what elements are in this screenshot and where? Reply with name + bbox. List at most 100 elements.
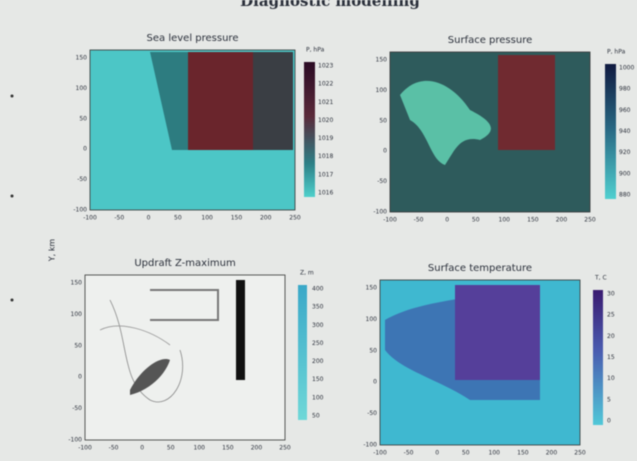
panel-title: Surface pressure: [448, 35, 532, 46]
colorbar-tick-label: 920: [619, 149, 631, 156]
bullet: [11, 95, 14, 98]
bullet: [11, 195, 14, 198]
y-tick-label: 0: [383, 148, 387, 155]
y-tick-label: 0: [83, 146, 87, 153]
x-tick-label: 50: [462, 450, 470, 457]
colorbar-tick-label: 880: [619, 192, 631, 199]
x-tick-label: -50: [114, 215, 124, 222]
colorbar-tick-label: 1019: [318, 135, 333, 142]
x-tick-label: 250: [584, 217, 596, 224]
x-tick-label: -50: [404, 450, 414, 457]
colorbar-tick-label: 1000: [619, 65, 634, 72]
y-tick-label: -100: [73, 207, 87, 214]
y-tick-label: 50: [74, 342, 82, 349]
x-tick-label: 200: [546, 450, 558, 457]
colorbar-tick-label: 350: [312, 304, 324, 311]
colorbar-tick-label: 960: [619, 107, 631, 114]
x-tick-label: 200: [251, 445, 263, 452]
colorbar-tick-label: 1022: [318, 81, 333, 88]
y-tick-label: 150: [376, 57, 388, 64]
x-tick-label: 150: [231, 215, 243, 222]
colorbar-tick-label: 1018: [318, 153, 333, 160]
y-tick-label: 100: [76, 85, 88, 92]
x-tick-label: 250: [574, 450, 586, 457]
colorbar-label: Z, m: [300, 270, 314, 277]
colorbar-tick-label: 1016: [318, 190, 333, 197]
x-tick-label: -100: [383, 217, 397, 224]
x-tick-label: 100: [194, 445, 206, 452]
x-tick-label: 200: [260, 215, 272, 222]
y-tick-label: 0: [78, 374, 82, 381]
colorbar-tick-label: 1017: [318, 171, 333, 178]
slide: Diagnostic modelling Y, km Sea l: [0, 0, 637, 461]
colorbar-tick-label: 300: [312, 322, 324, 329]
bullet: [11, 299, 14, 302]
y-tick-label: -50: [377, 178, 387, 185]
colorbar-tick-label: 0: [607, 418, 611, 425]
x-tick-label: 150: [517, 450, 529, 457]
panel-title: Sea level pressure: [147, 33, 239, 44]
panel-title: Updraft Z-maximum: [134, 258, 235, 269]
x-tick-label: -100: [83, 215, 97, 222]
y-tick-label: 100: [376, 87, 388, 94]
x-tick-label: 250: [279, 445, 291, 452]
heatmap: [380, 280, 603, 445]
colorbar-tick-label: 150: [312, 376, 324, 383]
x-tick-label: 150: [527, 217, 539, 224]
colorbar-tick-label: 1023: [318, 63, 333, 70]
colorbar-tick-label: 25: [607, 312, 615, 319]
y-tick-label: 150: [76, 55, 88, 62]
slide-title: Diagnostic modelling: [240, 0, 420, 10]
y-tick-label: 100: [366, 316, 378, 323]
y-tick-label: -100: [373, 209, 387, 216]
colorbar-tick-label: 20: [607, 333, 615, 340]
y-tick-label: 150: [71, 280, 83, 287]
x-tick-label: 0: [445, 217, 449, 224]
page: Diagnostic modelling Y, km Sea l: [0, 0, 637, 461]
y-tick-label: -100: [68, 437, 82, 444]
colorbar-label: T, C: [594, 275, 607, 282]
colorbar-tick-label: 400: [312, 286, 324, 293]
colorbar-label: P, hPa: [306, 47, 325, 54]
y-tick-label: -50: [77, 176, 87, 183]
colorbar-tick-label: 250: [312, 340, 324, 347]
colorbar-tick-label: 900: [619, 170, 631, 177]
colorbar-tick-label: 15: [607, 354, 615, 361]
x-tick-label: 100: [489, 450, 501, 457]
y-tick-label: 50: [379, 117, 387, 124]
x-tick-label: 0: [147, 215, 151, 222]
x-tick-label: 100: [499, 217, 511, 224]
colorbar-tick-label: 940: [619, 128, 631, 135]
x-tick-label: 0: [435, 450, 439, 457]
y-tick-label: 50: [79, 115, 87, 122]
x-tick-label: 200: [556, 217, 568, 224]
y-tick-label: 50: [369, 347, 377, 354]
colorbar-tick-label: 100: [312, 394, 324, 401]
y-tick-label: 150: [366, 285, 378, 292]
x-tick-label: 50: [174, 215, 182, 222]
x-tick-label: 50: [472, 217, 480, 224]
colorbar-tick-label: 980: [619, 86, 631, 93]
x-tick-label: 250: [289, 215, 301, 222]
colorbar-tick-label: 200: [312, 358, 324, 365]
x-tick-label: 150: [222, 445, 234, 452]
x-tick-label: 50: [167, 445, 175, 452]
heatmap: [390, 52, 616, 212]
colorbar-tick-label: 5: [607, 396, 611, 403]
contour-plot: [85, 275, 307, 440]
x-tick-label: 100: [201, 215, 213, 222]
panel-title: Surface temperature: [428, 263, 532, 274]
y-tick-label: -50: [72, 405, 82, 412]
colorbar-tick-label: 1021: [318, 99, 333, 106]
y-axis-label: Y, km: [48, 239, 57, 263]
colorbar-tick-label: 1020: [318, 117, 333, 124]
x-tick-label: -50: [109, 445, 119, 452]
heatmap: [90, 50, 315, 210]
x-tick-label: -100: [373, 450, 387, 457]
y-tick-label: -100: [363, 442, 377, 449]
x-tick-label: 0: [140, 445, 144, 452]
x-tick-label: -100: [78, 445, 92, 452]
y-tick-label: -50: [367, 410, 377, 417]
y-tick-label: 0: [373, 379, 377, 386]
colorbar-tick-label: 30: [607, 291, 615, 298]
